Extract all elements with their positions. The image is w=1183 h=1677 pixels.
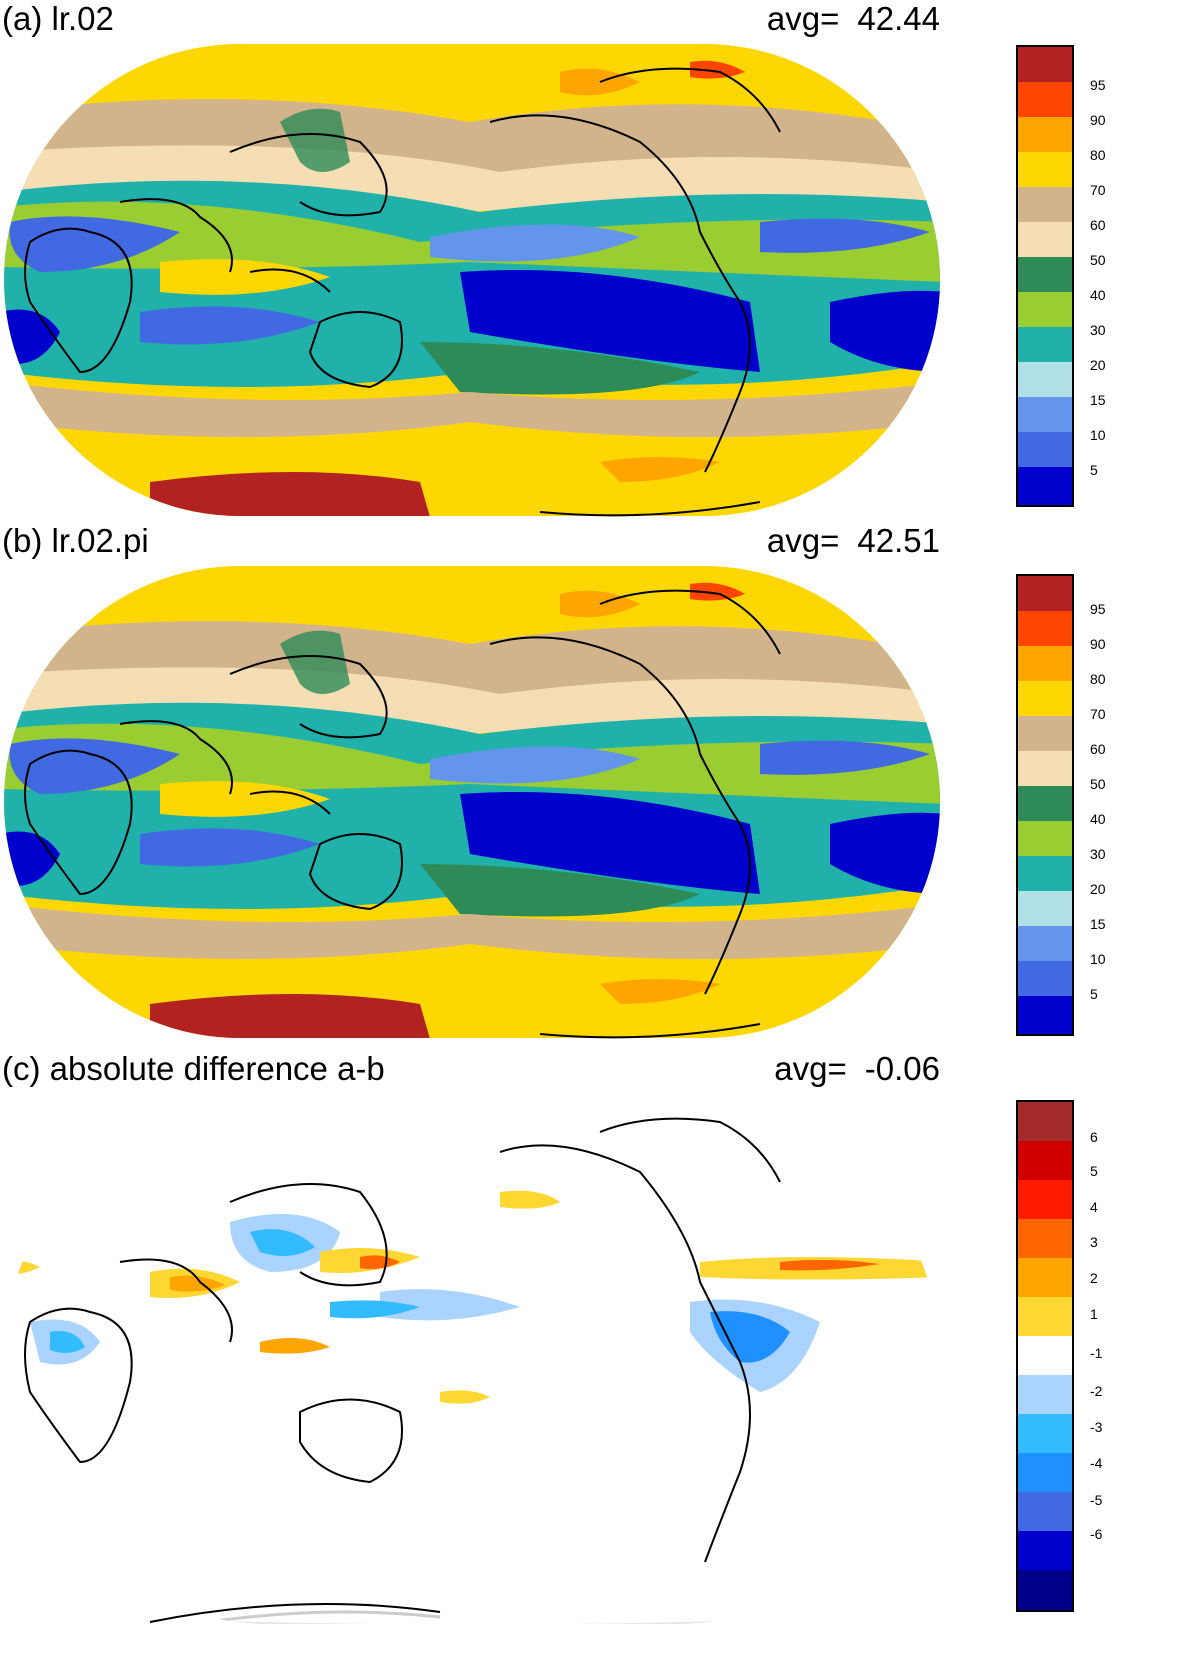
panel-c-avg: avg= -0.06: [774, 1050, 940, 1088]
panel-b-colorbar-label: 95: [1090, 601, 1106, 617]
panel-a-colorbar-label: 5: [1090, 462, 1098, 478]
panel-a-colorbar-label: 70: [1090, 182, 1106, 198]
panel-c-colorbar-box: [1018, 1375, 1072, 1414]
panel-b-avg-label: avg=: [766, 522, 840, 559]
panel-c-colorbar-box: [1018, 1453, 1072, 1492]
panel-b-colorbar-label: 70: [1090, 706, 1106, 722]
panel-c-colorbar-label: 5: [1090, 1163, 1098, 1179]
panel-b-colorbar-label: 10: [1090, 951, 1106, 967]
panel-c-colorbar: [1016, 1100, 1074, 1612]
panel-b-colorbar-label: 60: [1090, 741, 1106, 757]
panel-b-colorbar-label: 80: [1090, 671, 1106, 687]
panel-a-avg-value: 42.44: [857, 0, 940, 37]
panel-c-colorbar-label: 3: [1090, 1234, 1098, 1250]
panel-a-colorbar-label: 50: [1090, 252, 1106, 268]
panel-c-colorbar-label: -2: [1090, 1383, 1103, 1399]
panel-b-colorbar-label: 30: [1090, 846, 1106, 862]
panel-c-colorbar-label: -5: [1090, 1492, 1103, 1508]
panel-b-colorbar-box: [1018, 751, 1072, 786]
panel-c-colorbar-label: 4: [1090, 1199, 1098, 1215]
panel-c-colorbar-box: [1018, 1531, 1072, 1570]
panel-c-colorbar-label: 6: [1090, 1129, 1098, 1145]
panel-a-colorbar-box: [1018, 327, 1072, 362]
panel-b-avg: avg= 42.51: [767, 522, 940, 560]
panel-b-colorbar-box: [1018, 856, 1072, 891]
panel-b-colorbar-box: [1018, 786, 1072, 821]
panel-a-colorbar-label: 20: [1090, 357, 1106, 373]
panel-c-colorbar-box: [1018, 1570, 1072, 1610]
panel-b-colorbar-box: [1018, 926, 1072, 961]
panel-a-colorbar-box: [1018, 467, 1072, 505]
panel-b-colorbar: [1016, 574, 1074, 1036]
panel-a-colorbar-label: 15: [1090, 392, 1106, 408]
panel-a-avg: avg= 42.44: [767, 0, 940, 38]
panel-a-colorbar-label: 30: [1090, 322, 1106, 338]
panel-a-colorbar-box: [1018, 432, 1072, 467]
panel-c-colorbar-box: [1018, 1297, 1072, 1336]
panel-b-colorbar-label: 40: [1090, 811, 1106, 827]
panel-a-colorbar-box: [1018, 397, 1072, 432]
panel-a-colorbar-label: 10: [1090, 427, 1106, 443]
panel-b-colorbar-label: 15: [1090, 916, 1106, 932]
panel-b-colorbar-box: [1018, 716, 1072, 751]
panel-a-colorbar-box: [1018, 257, 1072, 292]
panel-b-colorbar-box: [1018, 821, 1072, 856]
panel-b-title: (b) lr.02.pi: [2, 522, 149, 559]
panel-c-colorbar-box: [1018, 1336, 1072, 1375]
panel-a-colorbar-box: [1018, 362, 1072, 397]
panel-c-map: [0, 1092, 945, 1632]
panel-a-colorbar-label: 40: [1090, 287, 1106, 303]
panel-a-colorbar-box: [1018, 117, 1072, 152]
panel-a-colorbar-label: 95: [1090, 77, 1106, 93]
panel-a-colorbar-label: 60: [1090, 217, 1106, 233]
panel-b-colorbar-box: [1018, 681, 1072, 716]
panel-b-map: [0, 564, 945, 1039]
panel-b-colorbar-label: 20: [1090, 881, 1106, 897]
panel-c-colorbar-label: 2: [1090, 1270, 1098, 1286]
panel-b-colorbar-label: 90: [1090, 636, 1106, 652]
panel-a-title: (a) lr.02: [2, 0, 114, 37]
panel-c-avg-value: -0.06: [864, 1050, 940, 1087]
panel-c-colorbar-label: -3: [1090, 1419, 1103, 1435]
panel-c-avg-label: avg=: [774, 1050, 847, 1087]
panel-a-colorbar-box: [1018, 82, 1072, 117]
panel-b-avg-value: 42.51: [857, 522, 940, 559]
panel-c-colorbar-label: -6: [1090, 1526, 1103, 1542]
panel-c-title: (c) absolute difference a-b: [2, 1050, 385, 1087]
panel-b-colorbar-box: [1018, 996, 1072, 1034]
panel-a-colorbar: [1016, 45, 1074, 507]
panel-c-colorbar-box: [1018, 1414, 1072, 1453]
panel-b-colorbar-box: [1018, 611, 1072, 646]
panel-a-colorbar-box: [1018, 47, 1072, 82]
panel-b-colorbar-label: 5: [1090, 986, 1098, 1002]
panel-a-colorbar-label: 90: [1090, 112, 1106, 128]
panel-a-colorbar-box: [1018, 222, 1072, 257]
panel-a-avg-label: avg=: [766, 0, 840, 37]
panel-b-colorbar-box: [1018, 646, 1072, 681]
panel-c-colorbar-label: -4: [1090, 1455, 1103, 1471]
panel-b-colorbar-box: [1018, 961, 1072, 996]
panel-a-colorbar-box: [1018, 187, 1072, 222]
panel-c-colorbar-box: [1018, 1492, 1072, 1531]
panel-b-colorbar-box: [1018, 891, 1072, 926]
panel-b-colorbar-box: [1018, 576, 1072, 611]
panel-c-colorbar-label: 1: [1090, 1306, 1098, 1322]
panel-c-colorbar-label: -1: [1090, 1345, 1103, 1361]
panel-a-map: [0, 42, 945, 517]
panel-c-colorbar-box: [1018, 1102, 1072, 1141]
panel-b-colorbar-label: 50: [1090, 776, 1106, 792]
panel-c-colorbar-box: [1018, 1258, 1072, 1297]
panel-c-colorbar-box: [1018, 1141, 1072, 1180]
panel-a-colorbar-box: [1018, 152, 1072, 187]
panel-c-colorbar-box: [1018, 1180, 1072, 1219]
panel-c-colorbar-box: [1018, 1219, 1072, 1258]
panel-a-colorbar-box: [1018, 292, 1072, 327]
panel-a-colorbar-label: 80: [1090, 147, 1106, 163]
